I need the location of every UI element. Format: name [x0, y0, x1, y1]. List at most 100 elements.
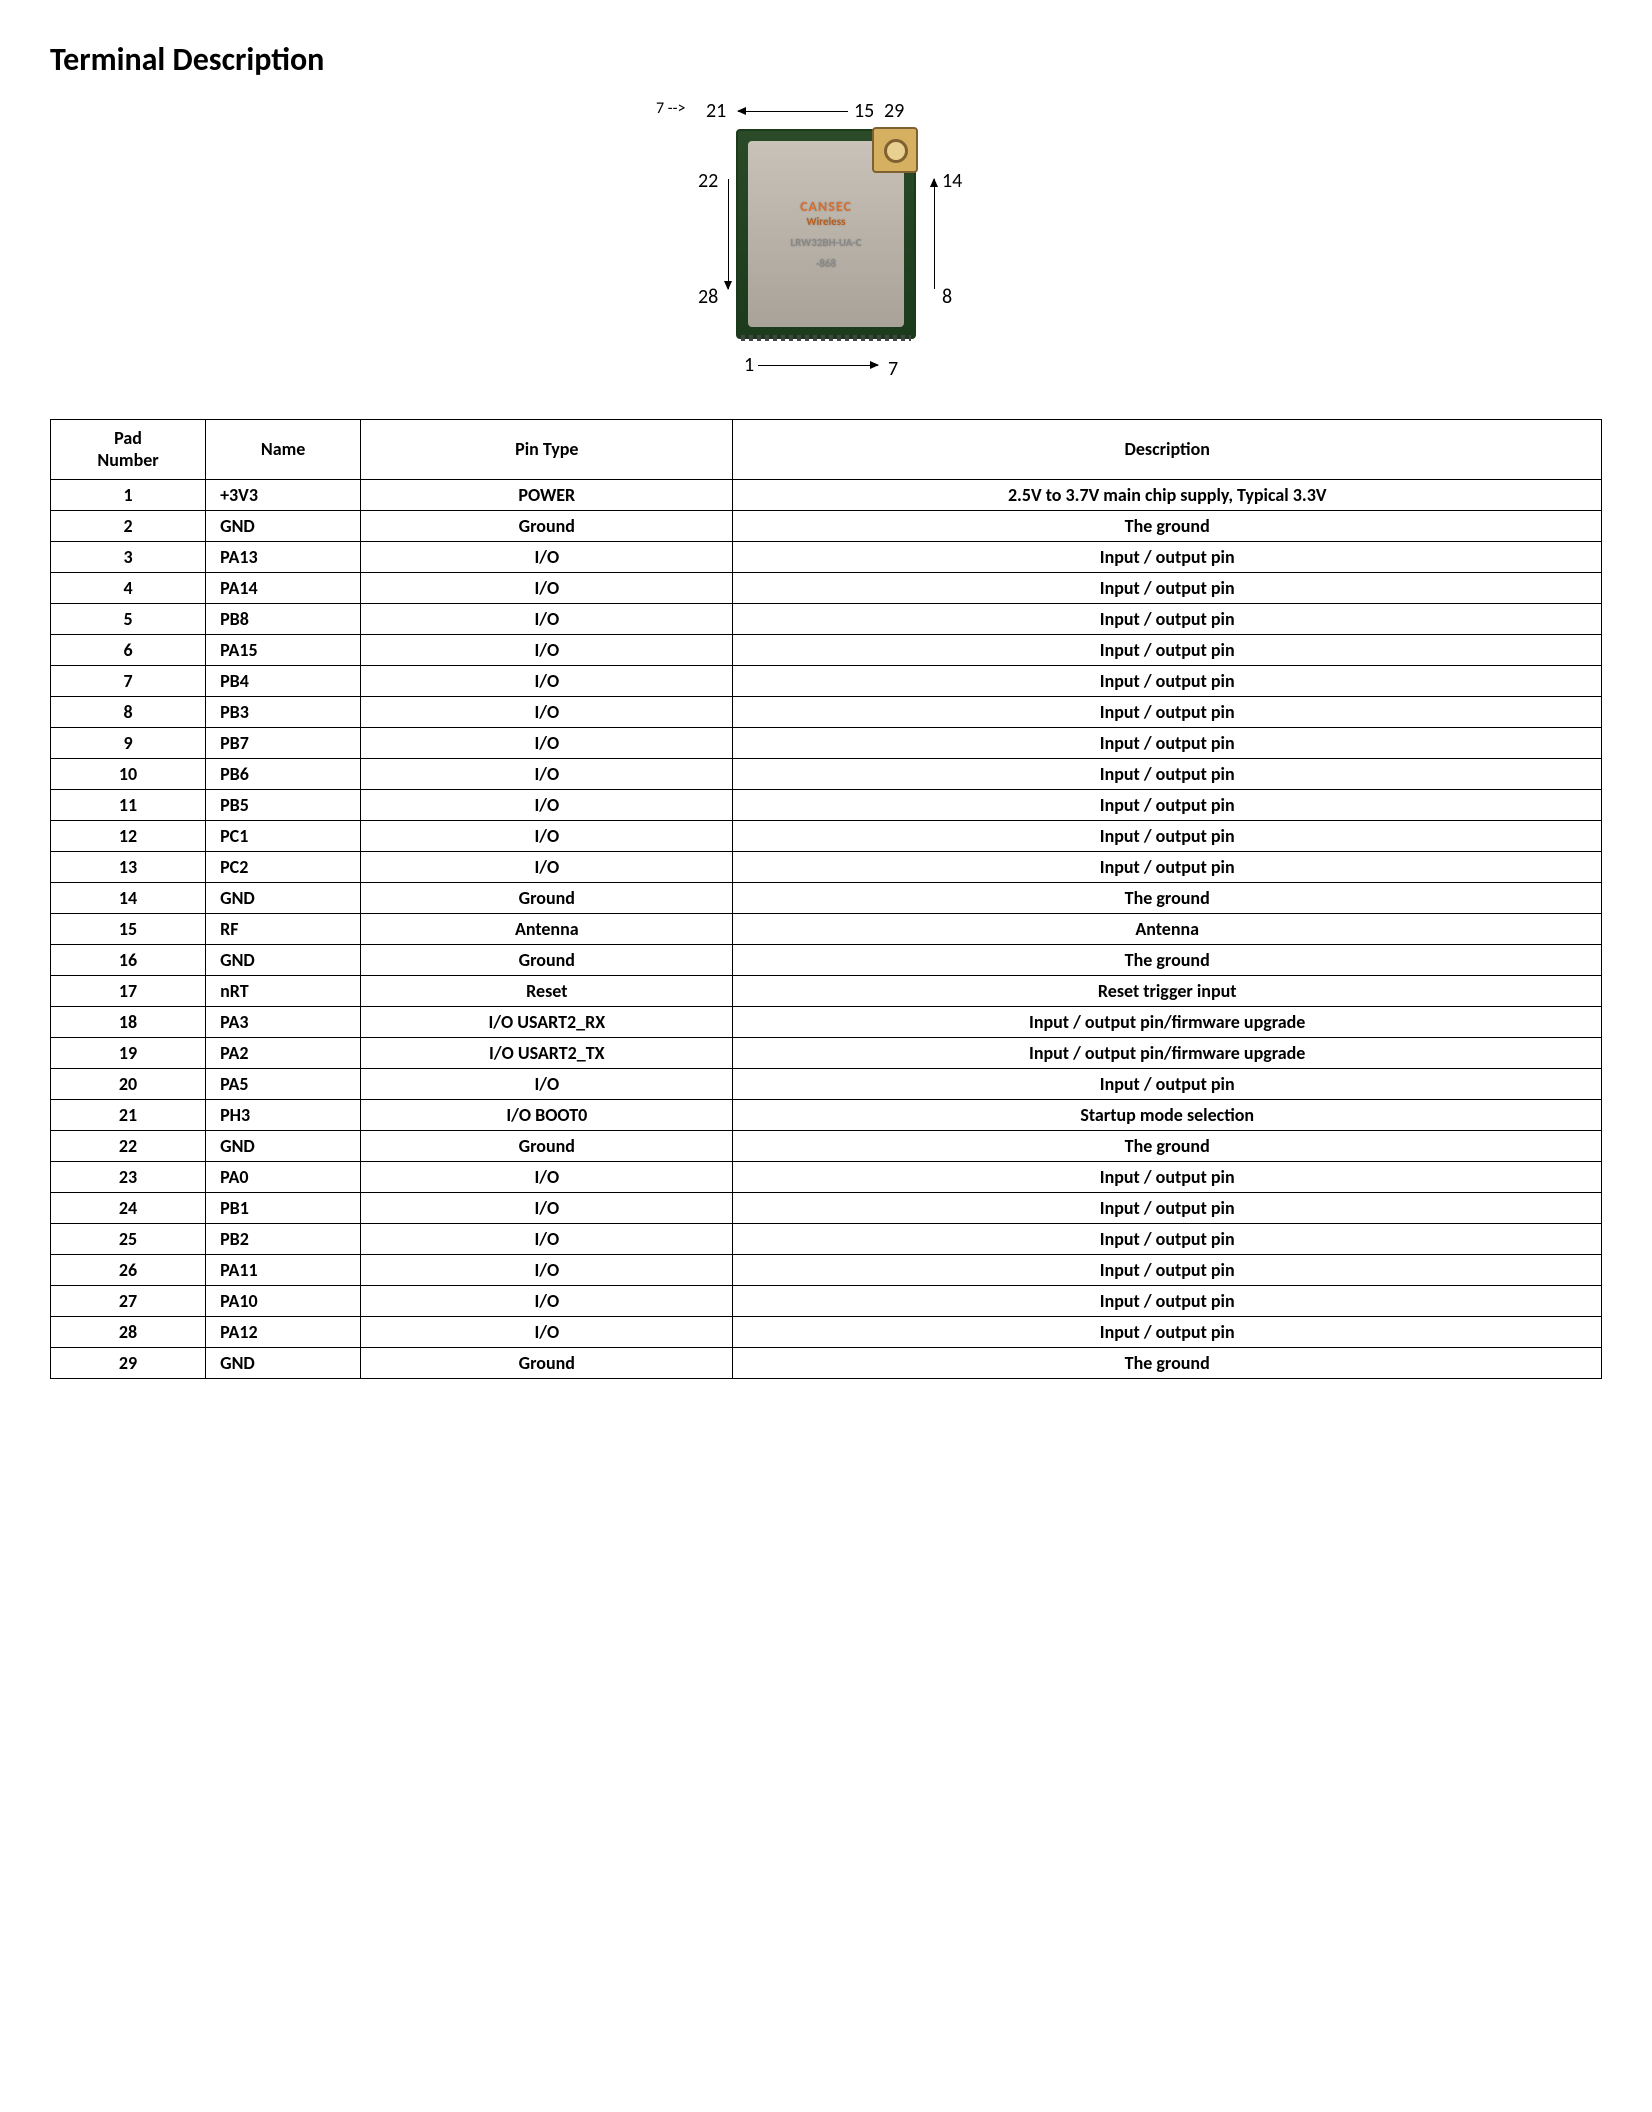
cell-pad-number: 3: [51, 542, 206, 573]
pin-label-14: 14: [942, 169, 962, 193]
antenna-connector-icon: [872, 127, 918, 173]
cell-pin-type: I/O: [361, 666, 733, 697]
cell-name: RF: [206, 914, 361, 945]
table-row: 22GNDGroundThe ground: [51, 1131, 1602, 1162]
cell-pad-number: 5: [51, 604, 206, 635]
cell-name: PB5: [206, 790, 361, 821]
cell-description: Input / output pin/firmware upgrade: [733, 1038, 1602, 1069]
cell-name: PA13: [206, 542, 361, 573]
cell-description: Input / output pin: [733, 666, 1602, 697]
table-row: 12PC1I/OInput / output pin: [51, 821, 1602, 852]
module-diagram: CANSEC Wireless LRW32BH-UA-C -868 21 15 …: [656, 99, 996, 389]
table-row: 6PA15I/OInput / output pin: [51, 635, 1602, 666]
cell-pad-number: 4: [51, 573, 206, 604]
cell-pin-type: I/O: [361, 1317, 733, 1348]
cell-pin-type: I/O: [361, 790, 733, 821]
cell-description: Input / output pin: [733, 1286, 1602, 1317]
page-title: Terminal Description: [50, 40, 1602, 79]
chip-subtitle: Wireless: [806, 215, 845, 228]
table-row: 26PA11I/OInput / output pin: [51, 1255, 1602, 1286]
cell-name: PB1: [206, 1193, 361, 1224]
cell-description: Input / output pin: [733, 1069, 1602, 1100]
table-row: 14GNDGroundThe ground: [51, 883, 1602, 914]
table-row: 5PB8I/OInput / output pin: [51, 604, 1602, 635]
cell-description: Input / output pin: [733, 697, 1602, 728]
table-row: 11PB5I/OInput / output pin: [51, 790, 1602, 821]
table-row: 28PA12I/OInput / output pin: [51, 1317, 1602, 1348]
cell-pin-type: I/O: [361, 697, 733, 728]
arrow-top: [738, 111, 848, 112]
cell-pad-number: 9: [51, 728, 206, 759]
pin-label-22: 22: [698, 169, 718, 193]
cell-pin-type: I/O BOOT0: [361, 1100, 733, 1131]
cell-name: PB2: [206, 1224, 361, 1255]
cell-pin-type: Ground: [361, 1348, 733, 1379]
cell-description: The ground: [733, 1348, 1602, 1379]
chip-body: CANSEC Wireless LRW32BH-UA-C -868: [736, 129, 916, 339]
cell-name: PB8: [206, 604, 361, 635]
cell-name: PH3: [206, 1100, 361, 1131]
cell-name: +3V3: [206, 480, 361, 511]
cell-pin-type: I/O: [361, 759, 733, 790]
table-row: 15RFAntennaAntenna: [51, 914, 1602, 945]
cell-description: Input / output pin: [733, 728, 1602, 759]
col-name: Name: [206, 420, 361, 480]
cell-description: Antenna: [733, 914, 1602, 945]
cell-name: PA2: [206, 1038, 361, 1069]
cell-name: PB3: [206, 697, 361, 728]
cell-pad-number: 23: [51, 1162, 206, 1193]
cell-description: Input / output pin: [733, 542, 1602, 573]
cell-pin-type: I/O: [361, 1224, 733, 1255]
pin-table-head: PadNumber Name Pin Type Description: [51, 420, 1602, 480]
pin-label-8: 8: [942, 285, 952, 309]
cell-pin-type: I/O: [361, 542, 733, 573]
table-row: 10PB6I/OInput / output pin: [51, 759, 1602, 790]
cell-description: The ground: [733, 945, 1602, 976]
table-row: 17nRTResetReset trigger input: [51, 976, 1602, 1007]
cell-pin-type: Ground: [361, 945, 733, 976]
cell-name: PB6: [206, 759, 361, 790]
cell-description: Input / output pin: [733, 1317, 1602, 1348]
cell-name: PA11: [206, 1255, 361, 1286]
cell-description: The ground: [733, 883, 1602, 914]
cell-pin-type: I/O: [361, 1193, 733, 1224]
cell-name: PB7: [206, 728, 361, 759]
cell-description: Input / output pin/firmware upgrade: [733, 1007, 1602, 1038]
cell-name: PA0: [206, 1162, 361, 1193]
table-row: 7PB4I/OInput / output pin: [51, 666, 1602, 697]
table-row: 1+3V3POWER2.5V to 3.7V main chip supply,…: [51, 480, 1602, 511]
table-row: 13PC2I/OInput / output pin: [51, 852, 1602, 883]
cell-pad-number: 13: [51, 852, 206, 883]
cell-name: PB4: [206, 666, 361, 697]
table-row: 19PA2I/O USART2_TXInput / output pin/fir…: [51, 1038, 1602, 1069]
cell-pin-type: I/O: [361, 821, 733, 852]
pin-table: PadNumber Name Pin Type Description 1+3V…: [50, 419, 1602, 1379]
table-row: 2GNDGroundThe ground: [51, 511, 1602, 542]
table-row: 29GNDGroundThe ground: [51, 1348, 1602, 1379]
cell-description: Input / output pin: [733, 821, 1602, 852]
table-row: 3PA13I/OInput / output pin: [51, 542, 1602, 573]
cell-pin-type: I/O: [361, 1255, 733, 1286]
col-description: Description: [733, 420, 1602, 480]
cell-description: Reset trigger input: [733, 976, 1602, 1007]
cell-description: Input / output pin: [733, 1224, 1602, 1255]
table-row: 9PB7I/OInput / output pin: [51, 728, 1602, 759]
pin-label-1: 1: [744, 353, 754, 377]
cell-name: PA14: [206, 573, 361, 604]
cell-pin-type: I/O: [361, 573, 733, 604]
cell-pad-number: 11: [51, 790, 206, 821]
cell-description: Input / output pin: [733, 790, 1602, 821]
col-pad-number: PadNumber: [51, 420, 206, 480]
cell-pad-number: 10: [51, 759, 206, 790]
cell-pad-number: 7: [51, 666, 206, 697]
cell-pad-number: 20: [51, 1069, 206, 1100]
cell-description: The ground: [733, 511, 1602, 542]
cell-name: PA12: [206, 1317, 361, 1348]
cell-pad-number: 2: [51, 511, 206, 542]
cell-name: PC2: [206, 852, 361, 883]
cell-pin-type: I/O: [361, 728, 733, 759]
cell-name: PA3: [206, 1007, 361, 1038]
cell-name: PA5: [206, 1069, 361, 1100]
cell-description: Input / output pin: [733, 1255, 1602, 1286]
arrow-left: [728, 179, 729, 289]
